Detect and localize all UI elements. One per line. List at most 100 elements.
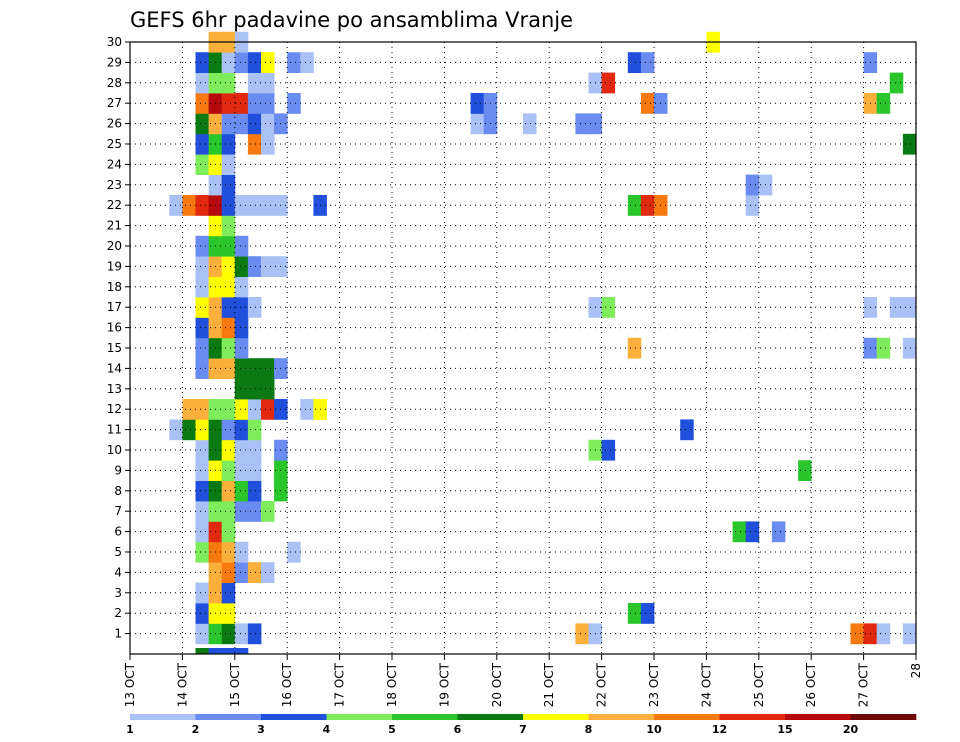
colorbar-swatch bbox=[457, 714, 524, 720]
y-tick-label: 23 bbox=[107, 178, 122, 192]
colorbar-label: 2 bbox=[192, 723, 200, 736]
precip-cell bbox=[247, 195, 262, 216]
precip-cell bbox=[247, 501, 262, 522]
precip-cell bbox=[234, 317, 249, 339]
precip-cell bbox=[195, 419, 209, 441]
precip-cell bbox=[850, 623, 864, 645]
precip-cell bbox=[247, 399, 262, 420]
x-tick-label: 14 OCT bbox=[175, 662, 189, 707]
y-tick-label: 15 bbox=[107, 341, 122, 355]
precip-cell bbox=[889, 297, 904, 318]
precip-cell bbox=[195, 235, 209, 257]
precip-cell bbox=[234, 235, 249, 257]
precip-cell bbox=[221, 521, 236, 543]
precip-cell bbox=[221, 603, 236, 624]
colorbar-swatch bbox=[261, 714, 327, 720]
precip-cell bbox=[182, 419, 196, 441]
y-tick-label: 29 bbox=[107, 55, 122, 69]
precip-cell bbox=[247, 439, 262, 461]
precip-cell bbox=[889, 72, 904, 94]
precip-cell bbox=[247, 256, 262, 277]
precip-cell bbox=[234, 93, 249, 114]
precip-cell bbox=[261, 562, 275, 583]
precip-cell bbox=[221, 72, 236, 94]
precip-cell bbox=[234, 256, 249, 277]
precip-cell bbox=[221, 439, 236, 461]
precip-cell bbox=[287, 541, 301, 563]
precip-cell bbox=[221, 358, 236, 379]
x-tick-label: 15 OCT bbox=[228, 662, 242, 707]
precip-cell bbox=[876, 93, 891, 114]
precip-cell bbox=[247, 378, 262, 400]
precip-cell bbox=[169, 419, 183, 441]
precip-cell bbox=[523, 113, 537, 135]
colorbar-label: 8 bbox=[585, 723, 593, 736]
precip-cell bbox=[247, 460, 262, 481]
colorbar-swatch bbox=[130, 714, 196, 720]
precip-cell bbox=[470, 93, 485, 114]
precip-cell bbox=[261, 358, 275, 379]
precip-cell bbox=[902, 297, 917, 318]
y-tick-label: 9 bbox=[114, 463, 122, 477]
precip-cell bbox=[221, 93, 236, 114]
precip-cell bbox=[261, 399, 275, 420]
precip-cell bbox=[287, 52, 301, 73]
x-tick-label: 19 OCT bbox=[437, 662, 451, 707]
colorbar-swatch bbox=[326, 714, 393, 720]
precip-cell bbox=[745, 195, 760, 216]
precip-cell bbox=[261, 378, 275, 400]
precip-cell bbox=[195, 648, 209, 655]
colorbar-swatch bbox=[719, 714, 786, 720]
precip-cell bbox=[221, 235, 236, 257]
precip-cell bbox=[195, 460, 209, 481]
colorbar-label: 1 bbox=[126, 723, 134, 736]
x-tick-label: 20 OCT bbox=[490, 662, 504, 707]
precip-cell bbox=[261, 133, 275, 155]
x-tick-label: 22 OCT bbox=[595, 662, 609, 707]
precip-cell bbox=[247, 623, 262, 645]
precip-cell bbox=[221, 460, 236, 481]
precip-cell bbox=[234, 501, 249, 522]
colorbar-label: 6 bbox=[454, 723, 462, 736]
precip-cell bbox=[680, 419, 694, 441]
precip-cell bbox=[234, 648, 249, 655]
precip-cell bbox=[182, 399, 196, 420]
colorbar-swatch bbox=[588, 714, 655, 720]
precip-cell bbox=[771, 521, 786, 543]
precip-cell bbox=[627, 603, 642, 624]
chart-title: GEFS 6hr padavine po ansamblima Vranje bbox=[130, 8, 573, 32]
precip-cell bbox=[287, 93, 301, 114]
y-tick-label: 25 bbox=[107, 137, 122, 151]
precip-cell bbox=[195, 276, 209, 298]
y-tick-label: 12 bbox=[107, 402, 122, 416]
precip-cell bbox=[234, 419, 249, 441]
colorbar-swatch bbox=[654, 714, 720, 720]
y-tick-label: 28 bbox=[107, 76, 122, 90]
grid-lines bbox=[130, 42, 916, 654]
precip-cell bbox=[221, 174, 236, 196]
precip-cell bbox=[247, 52, 262, 73]
precip-cell bbox=[745, 174, 760, 196]
precip-cell bbox=[902, 133, 917, 155]
precip-cell bbox=[182, 195, 196, 216]
precip-cell bbox=[221, 480, 236, 502]
precip-cell bbox=[247, 93, 262, 114]
precip-cell bbox=[627, 195, 642, 216]
precip-cells bbox=[169, 31, 917, 655]
precip-cell bbox=[195, 541, 209, 563]
precip-cell bbox=[195, 52, 209, 73]
y-tick-label: 4 bbox=[114, 565, 122, 579]
precip-cell bbox=[234, 358, 249, 379]
precip-cell bbox=[247, 113, 262, 135]
x-tick-label: 18 OCT bbox=[385, 662, 399, 707]
y-tick-label: 21 bbox=[107, 219, 122, 233]
precip-cell bbox=[247, 358, 262, 379]
x-tick-label: 21 OCT bbox=[542, 662, 556, 707]
precip-cell bbox=[195, 195, 209, 216]
x-tick-label: 26 OCT bbox=[804, 662, 818, 707]
precip-cell bbox=[221, 623, 236, 645]
x-tick-label: 16 OCT bbox=[280, 662, 294, 707]
y-tick-label: 2 bbox=[114, 606, 122, 620]
x-tick-label: 27 OCT bbox=[857, 662, 871, 707]
